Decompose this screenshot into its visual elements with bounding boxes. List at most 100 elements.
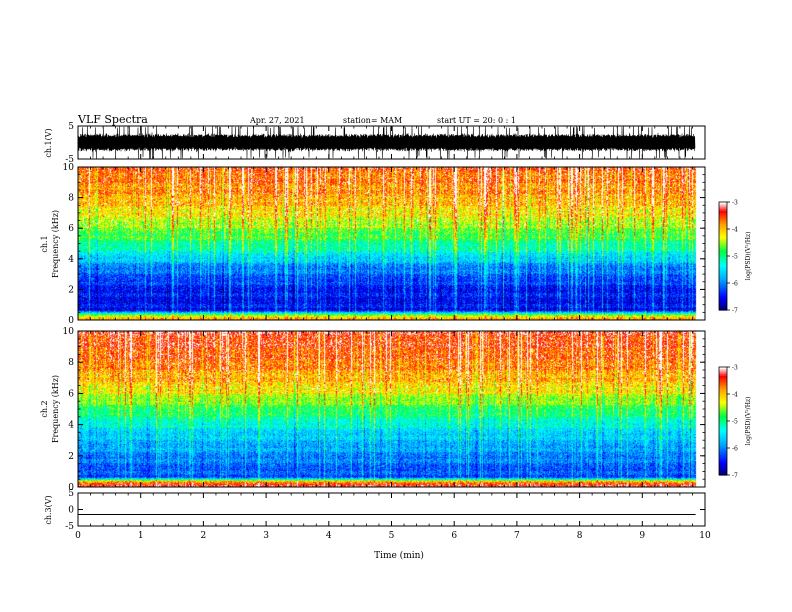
ch2-colorbar-swatch <box>719 386 727 390</box>
ch2-colorbar-swatch <box>719 433 727 436</box>
ch2-colorbar-swatch <box>719 370 727 373</box>
ch2-colorbar-swatch <box>719 440 727 444</box>
ch2-colorbar-swatch <box>719 457 727 460</box>
ch1-freq-tick-label: 10 <box>63 163 75 173</box>
ch1-colorbar-swatch <box>719 238 727 241</box>
ch1-colorbar-swatch <box>719 203 727 207</box>
time-tick-label: 9 <box>639 531 645 541</box>
ch1-colorbar-swatch <box>719 205 727 208</box>
station-label: station= MAM <box>343 116 402 125</box>
ch2-colorbar-swatch <box>719 368 727 372</box>
ch2-colorbar-swatch <box>719 404 727 408</box>
ch1-colorbar-swatch <box>719 239 727 243</box>
ch2-colorbar-swatch <box>719 469 727 472</box>
ch2-colorbar: -3 -4 -5 -6 -7 log(PSD)(V²/Hz) <box>718 365 752 480</box>
ch1-colorbar-swatch <box>719 272 727 275</box>
ch1-spectrogram-ylabel-line1: ch.1 <box>40 235 49 252</box>
ch1-spectrogram-ticks: 0 2 4 6 8 10 <box>63 163 706 326</box>
ch2-colorbar-swatch <box>719 462 727 465</box>
ch2-colorbar-swatch <box>719 383 727 386</box>
ch2-colorbar-tick-label: -3 <box>732 365 738 372</box>
ch1-colorbar-swatch <box>719 232 727 235</box>
ch2-colorbar-swatch <box>719 449 727 453</box>
ch1-colorbar-swatch <box>719 243 727 246</box>
ch1-colorbar-swatch <box>719 308 727 311</box>
ch2-colorbar-swatch <box>719 444 727 447</box>
ch2-spectrogram-ticks: 0 2 4 6 8 10 <box>63 327 706 493</box>
ch2-colorbar-swatch <box>719 460 727 463</box>
time-tick-label: 2 <box>201 531 207 541</box>
ch1-waveform-trace <box>77 125 696 160</box>
ch1-waveform-panel: 5 -5 ch.1(V) <box>44 122 706 165</box>
ch2-colorbar-swatch <box>719 406 727 409</box>
ch1-colorbar-swatch <box>719 257 727 261</box>
ch1-colorbar-swatch <box>719 241 727 244</box>
ch1-colorbar-tick-label: -5 <box>732 254 738 261</box>
ch1-colorbar-swatch <box>719 248 727 252</box>
ch1-colorbar-swatch <box>719 284 727 288</box>
ch1-colorbar-swatch <box>719 268 727 271</box>
ch1-colorbar-swatch <box>719 286 727 289</box>
ch1-colorbar-swatch <box>719 209 727 212</box>
ch1-colorbar-swatch <box>719 202 727 205</box>
ch1-colorbar-swatch <box>719 263 727 266</box>
ch1-colorbar-swatch <box>719 304 727 307</box>
ch2-colorbar-swatch <box>719 388 727 391</box>
ch1-colorbar-swatch <box>719 293 727 297</box>
ch2-colorbar-swatch <box>719 385 727 388</box>
ch1-colorbar-tick-label: -4 <box>732 227 738 234</box>
ch1-colorbar-swatch <box>719 265 727 268</box>
ch2-colorbar-swatch <box>719 458 727 462</box>
ch2-colorbar-swatch <box>719 451 727 454</box>
ch2-colorbar-swatch <box>719 401 727 404</box>
ch1-colorbar-swatch <box>719 247 727 250</box>
ch2-colorbar-tick-label: -6 <box>732 446 738 453</box>
ch1-waveform-ylabel: ch.1(V) <box>44 128 53 157</box>
ch2-colorbar-tick-label: -5 <box>732 419 738 426</box>
ch2-colorbar-swatch <box>719 467 727 471</box>
ch2-colorbar-swatch <box>719 448 727 451</box>
ch2-colorbar-swatch <box>719 471 727 474</box>
ch1-waveform-tick-label: -5 <box>65 155 74 165</box>
ch1-colorbar-swatch <box>719 229 727 232</box>
time-axis-label: Time (min) <box>374 550 424 561</box>
ch1-freq-tick-label: 4 <box>68 255 74 265</box>
ch1-waveform-tick-label: 5 <box>68 122 74 132</box>
ch1-colorbar-swatch <box>719 207 727 210</box>
ch1-colorbar-swatch <box>719 290 727 293</box>
ch3-waveform-tick-label: 5 <box>68 489 74 499</box>
ch1-colorbar-swatch <box>719 250 727 253</box>
ch1-colorbar-swatch <box>719 216 727 219</box>
ch1-colorbar-swatch <box>719 299 727 302</box>
ch1-freq-tick-label: 0 <box>68 316 74 326</box>
ch1-colorbar-swatch <box>719 283 727 286</box>
ch2-colorbar-swatch <box>719 421 727 424</box>
ch2-colorbar-swatch <box>719 455 727 458</box>
ch1-colorbar-swatch <box>719 220 727 223</box>
ch2-colorbar-swatch <box>719 442 727 445</box>
ch1-spectrogram-image <box>78 167 705 320</box>
ch2-colorbar-swatch <box>719 395 727 399</box>
ch2-colorbar-swatch <box>719 419 727 422</box>
ch2-colorbar-tick-label: -7 <box>732 473 738 480</box>
ch2-colorbar-swatch <box>719 374 727 377</box>
ch3-waveform-tick-label: -5 <box>65 522 74 532</box>
ch2-colorbar-swatch <box>719 439 727 442</box>
ch1-colorbar-swatch <box>719 230 727 234</box>
ch1-freq-tick-label: 6 <box>68 224 74 234</box>
ch1-spectrogram-ylabel-line2: Frequency (kHz) <box>51 210 60 278</box>
ch1-colorbar-swatch <box>719 218 727 221</box>
figure-title: VLF Spectra <box>77 113 148 126</box>
ch1-colorbar-swatch <box>719 295 727 298</box>
ch2-colorbar-swatch <box>719 453 727 456</box>
ch1-colorbar-swatch <box>719 211 727 214</box>
ch2-colorbar-swatch <box>719 466 727 469</box>
time-tick-label: 10 <box>699 531 711 541</box>
ch1-colorbar-swatch <box>719 225 727 228</box>
ch1-colorbar-swatch <box>719 274 727 277</box>
ch1-colorbar-swatch <box>719 214 727 217</box>
ch2-colorbar-swatch <box>719 410 727 413</box>
ch1-colorbar-swatch <box>719 275 727 279</box>
ch2-colorbar-swatch <box>719 415 727 418</box>
ch2-colorbar-swatch <box>719 381 727 384</box>
